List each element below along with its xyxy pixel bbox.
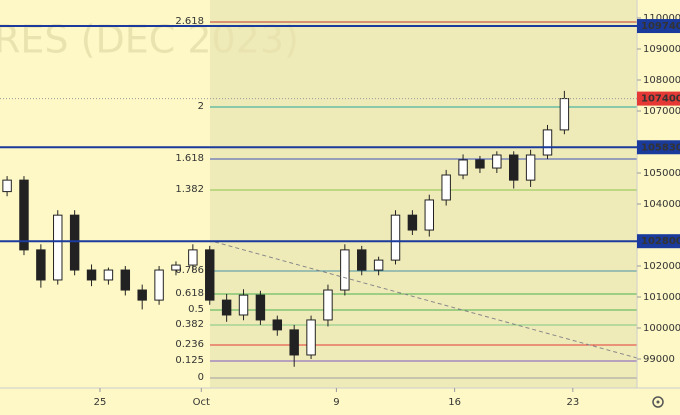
candle-body xyxy=(357,249,367,271)
fib-label: 1.382 xyxy=(175,184,204,195)
candle-body xyxy=(508,154,519,181)
level-label: 102800 xyxy=(641,236,680,247)
level-badge xyxy=(637,234,680,249)
y-tick-label: 99000 xyxy=(643,354,675,365)
candle-body xyxy=(120,269,131,291)
y-tick-label: 101000 xyxy=(643,292,680,303)
candle-body xyxy=(424,199,435,231)
candle-body xyxy=(188,249,198,266)
level-label: 109740 xyxy=(641,21,680,32)
y-tick-label: 109000 xyxy=(643,44,680,55)
candle-body xyxy=(255,294,266,321)
level-badge xyxy=(637,140,680,155)
candle-body xyxy=(390,214,401,261)
last-price-label: 107400 xyxy=(641,94,680,105)
y-tick-label: 100000 xyxy=(643,323,680,334)
fib-label: 2.618 xyxy=(175,16,204,27)
candle-body xyxy=(171,264,181,271)
y-tick-label: 107000 xyxy=(643,106,680,117)
level-badge xyxy=(637,19,680,34)
candle-body xyxy=(137,289,147,301)
candle-body xyxy=(458,159,468,176)
fib-label: 2 xyxy=(198,101,204,112)
candle-body xyxy=(154,269,164,301)
x-tick-label: Oct xyxy=(193,397,210,408)
y-tick-label: 102000 xyxy=(643,261,680,272)
fib-label: 0.786 xyxy=(175,265,204,276)
candle-body xyxy=(53,214,63,281)
fib-label: 0.236 xyxy=(175,339,204,350)
settings-icon[interactable] xyxy=(652,396,664,408)
candle-body xyxy=(289,329,299,356)
x-tick-label: 16 xyxy=(448,397,461,408)
x-tick-label: 23 xyxy=(566,397,579,408)
candle-body xyxy=(205,249,215,301)
watermark: RES (DEC 2023) xyxy=(0,18,299,62)
y-tick-label: 104000 xyxy=(643,199,680,210)
candle-body xyxy=(221,299,232,316)
candle-body xyxy=(103,269,114,281)
x-tick-label: 25 xyxy=(94,397,107,408)
y-tick-label: 110000 xyxy=(643,13,680,24)
trend-line xyxy=(214,241,638,359)
candle-body xyxy=(340,249,350,291)
candle-body xyxy=(559,98,570,131)
candle-body xyxy=(306,319,316,356)
fib-label: 1.618 xyxy=(175,153,204,164)
candle-body xyxy=(542,129,553,156)
candle-body xyxy=(272,319,283,331)
candle-body xyxy=(373,259,384,271)
candle-body xyxy=(36,249,46,281)
fib-label: 0.125 xyxy=(175,355,204,366)
candle-body xyxy=(69,214,80,271)
candle-body xyxy=(492,154,502,169)
x-tick-label: 9 xyxy=(333,397,339,408)
candle-body xyxy=(86,269,97,281)
y-tick-label: 105000 xyxy=(643,168,680,179)
candle-body xyxy=(19,179,29,251)
y-tick-label: 108000 xyxy=(643,75,680,86)
candle-body xyxy=(323,289,333,321)
fib-label: 0.618 xyxy=(175,288,204,299)
fib-label: 0 xyxy=(198,372,204,383)
candle-body xyxy=(238,294,249,316)
candle-body xyxy=(441,174,451,201)
fib-label: 0.382 xyxy=(175,319,204,330)
fib-label: 0.5 xyxy=(188,304,204,315)
last-price-badge xyxy=(637,91,680,106)
candle-body xyxy=(407,214,418,231)
price-axis xyxy=(637,0,680,415)
level-label: 105830 xyxy=(641,142,680,153)
candle-body xyxy=(475,159,485,169)
candle-body xyxy=(525,154,536,181)
candle-body xyxy=(2,179,12,193)
